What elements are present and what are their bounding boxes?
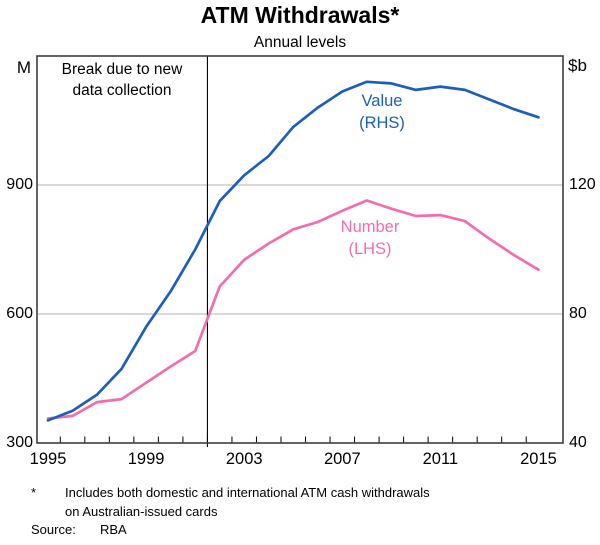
footnote: Includes both domestic and international… <box>65 484 565 521</box>
chart-subtitle: Annual levels <box>253 34 347 51</box>
footnote-marker: * <box>31 485 37 500</box>
left-axis-tick-label: 900 <box>6 176 33 193</box>
x-axis-year-label: 2007 <box>323 450 361 468</box>
left-axis-tick-label: 600 <box>6 305 33 322</box>
right-axis-tick-label: 120 <box>569 176 596 193</box>
x-axis-year-label: 2011 <box>422 450 459 468</box>
value-series-label: Value (RHS) <box>322 90 442 134</box>
left-axis-tick-label: 300 <box>6 434 33 451</box>
number-series-label-line1: Number <box>340 218 400 236</box>
right-axis-unit: $b <box>568 56 587 75</box>
chart-title: ATM Withdrawals* <box>200 2 400 28</box>
source-value: RBA <box>100 522 127 537</box>
break-annotation-line2: data collection <box>72 82 172 99</box>
left-axis-unit: M <box>16 58 31 77</box>
break-annotation: Break due to new data collection <box>37 59 207 101</box>
value-series-line <box>46 80 540 422</box>
value-series-label-line2: (RHS) <box>359 114 405 132</box>
source-label: Source: <box>31 522 76 537</box>
x-axis-year-label: 1999 <box>127 450 165 468</box>
x-axis-year-label: 2015 <box>520 450 557 468</box>
footnote-line1: Includes both domestic and international… <box>65 485 430 500</box>
x-axis-year-label: 1995 <box>29 450 67 468</box>
plot-frame <box>36 55 564 444</box>
right-axis-tick-label: 40 <box>569 434 587 451</box>
break-annotation-line1: Break due to new <box>61 61 183 78</box>
number-series-label: Number (LHS) <box>310 216 430 260</box>
number-series-label-line2: (LHS) <box>348 240 392 258</box>
footnote-line2: on Australian-issued cards <box>65 503 218 519</box>
number-series-line <box>46 199 540 420</box>
value-series-label-line1: Value <box>361 92 403 110</box>
right-axis-tick-label: 80 <box>569 305 587 322</box>
x-axis-year-label: 2003 <box>225 450 263 468</box>
